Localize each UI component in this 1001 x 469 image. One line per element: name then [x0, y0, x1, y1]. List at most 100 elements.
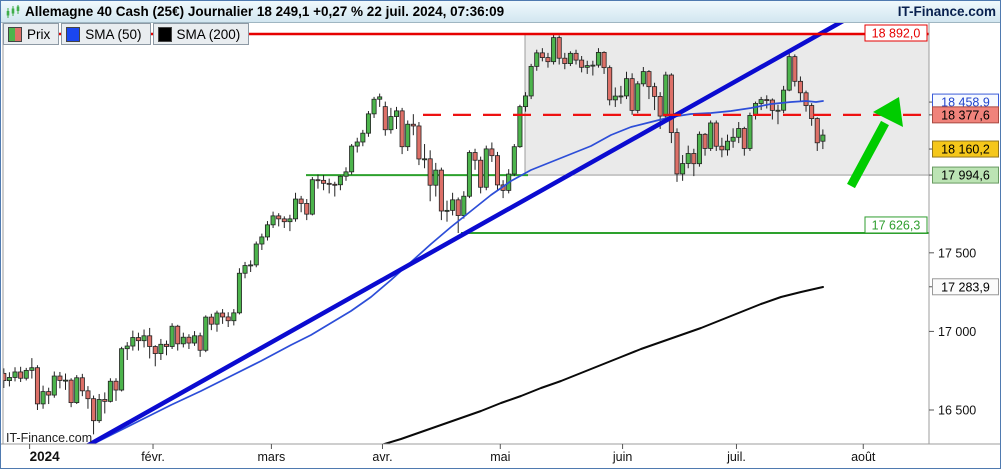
- candle: [51, 375, 57, 396]
- price-swatch: [8, 26, 22, 42]
- candle: [96, 399, 102, 422]
- y-axis: 17 500 17 000 16 500 18 458,918 377,6 18 160…: [864, 24, 999, 418]
- candle: [253, 243, 259, 266]
- candle: [281, 218, 287, 223]
- candle: [270, 215, 276, 226]
- candle: [354, 141, 360, 147]
- candle: [135, 337, 141, 342]
- candle: [410, 123, 416, 127]
- candle: [34, 367, 40, 405]
- sma200-swatch: [157, 26, 172, 42]
- price-tag-label: 18 377,6: [941, 108, 990, 122]
- candle: [242, 265, 248, 274]
- x-tick-label: avr.: [372, 450, 392, 464]
- candle: [46, 391, 52, 396]
- y-tick-label: 17 500: [938, 246, 976, 260]
- candle: [573, 52, 579, 61]
- candle: [315, 179, 321, 182]
- candle: [455, 199, 461, 216]
- candle: [180, 336, 186, 345]
- candle: [214, 312, 220, 325]
- candle: [371, 98, 377, 115]
- candle: [360, 132, 366, 143]
- candle: [674, 132, 680, 175]
- legend-item-sma200[interactable]: SMA (200): [152, 23, 250, 45]
- candle: [803, 92, 809, 106]
- candle: [57, 375, 63, 381]
- breakout-arrow: [847, 97, 903, 189]
- watermark: IT-Finance.com: [6, 431, 92, 445]
- price-tag-label: 17 994,6: [941, 169, 990, 183]
- candle: [523, 95, 529, 108]
- candle: [287, 218, 293, 223]
- candle: [724, 140, 730, 151]
- candle: [764, 99, 770, 101]
- x-tick-label: 2024: [30, 449, 61, 464]
- candle: [624, 78, 630, 97]
- trend-line[interactable]: [85, 21, 845, 447]
- candle: [422, 158, 428, 161]
- candle: [657, 96, 663, 117]
- candle: [225, 316, 231, 322]
- sma50-line[interactable]: [85, 100, 824, 448]
- legend-label: Prix: [27, 26, 51, 42]
- candle: [607, 67, 613, 101]
- brand-text: IT-Finance.com: [897, 4, 996, 19]
- candle: [40, 391, 46, 405]
- candle: [483, 148, 489, 188]
- price-tag: [932, 106, 999, 124]
- x-tick-label: févr.: [141, 450, 165, 464]
- candle: [427, 158, 433, 186]
- candle: [298, 198, 304, 204]
- candle: [635, 83, 641, 111]
- candle: [820, 134, 826, 142]
- legend-item-sma50[interactable]: SMA (50): [61, 23, 151, 45]
- candle: [713, 122, 719, 147]
- candle: [163, 343, 169, 347]
- price-tag-label: 18 160,2: [941, 143, 990, 157]
- candle: [6, 377, 12, 382]
- candle: [797, 80, 803, 94]
- candle: [719, 145, 725, 151]
- candle: [753, 103, 759, 116]
- candle: [169, 325, 175, 347]
- candle: [758, 99, 764, 104]
- candle: [382, 106, 388, 131]
- candle: [107, 380, 113, 402]
- candle: [433, 169, 439, 186]
- candle: [629, 78, 635, 111]
- candle: [3, 372, 7, 382]
- candle: [23, 369, 29, 379]
- candle: [85, 390, 91, 400]
- legend-item-prix[interactable]: Prix: [3, 23, 60, 45]
- level-label: 17 626,3: [872, 218, 921, 232]
- candle: [113, 380, 119, 391]
- chart-legend: Prix SMA (50) SMA (200): [3, 23, 251, 45]
- candle: [551, 37, 557, 63]
- candle: [556, 37, 562, 59]
- price-tag-label: 17 283,9: [941, 280, 990, 294]
- y-tick-label: 17 000: [938, 325, 976, 339]
- candle: [708, 122, 714, 149]
- candle: [405, 123, 411, 148]
- candle: [337, 175, 343, 186]
- candle: [702, 133, 708, 149]
- candle: [792, 56, 798, 82]
- x-tick-label: mars: [258, 450, 286, 464]
- candle: [102, 399, 108, 402]
- candle: [567, 52, 573, 64]
- candle: [12, 371, 18, 378]
- chart-title: Allemagne 40 Cash (25€) Journalier 18 24…: [25, 4, 505, 19]
- candle: [450, 199, 456, 211]
- candle: [466, 152, 472, 197]
- candle: [747, 115, 753, 149]
- sma50-swatch: [66, 26, 81, 42]
- candle: [321, 179, 327, 184]
- candle: [539, 52, 545, 58]
- sma200-line[interactable]: [380, 286, 824, 445]
- candle: [349, 145, 355, 173]
- price-tag-label: 18 458,9: [941, 96, 990, 110]
- candle: [601, 51, 607, 69]
